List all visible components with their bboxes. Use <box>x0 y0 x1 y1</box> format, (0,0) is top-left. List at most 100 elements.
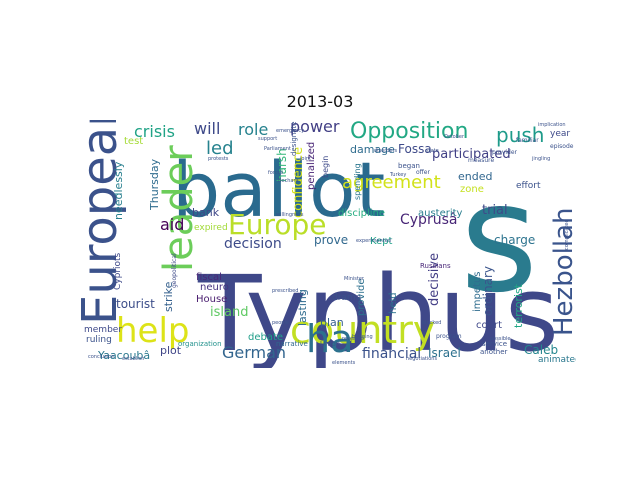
cloud-word: plan <box>320 316 344 329</box>
cloud-word: revealed <box>342 336 364 342</box>
cloud-word: offer <box>416 169 430 176</box>
cloud-word: ballot <box>172 145 385 234</box>
cloud-word: power <box>290 120 340 136</box>
cloud-word: state <box>426 148 439 154</box>
cloud-word: strike <box>162 281 175 312</box>
cloud-word: held <box>388 292 399 314</box>
cloud-word: possible <box>490 336 510 342</box>
cloud-word: debate <box>248 332 283 343</box>
cloud-word: test <box>124 136 143 147</box>
cloud-word: participated <box>432 147 511 162</box>
cloud-word: Union <box>320 340 340 348</box>
cloud-word: Caleb <box>524 343 558 357</box>
cloud-word: establish <box>122 356 144 362</box>
cloud-word: court <box>476 320 502 331</box>
cloud-word: harsh <box>275 148 289 182</box>
cloud-word: Bechara <box>278 178 299 184</box>
cloud-word: disorders <box>374 148 398 154</box>
cloud-word: willingness <box>276 212 304 218</box>
cloud-word: spending <box>353 163 362 200</box>
cloud-word: fiscal <box>196 272 222 283</box>
cloud-word: zone <box>460 184 484 195</box>
cloud-word: island <box>210 305 248 320</box>
cloud-word: European <box>80 120 128 325</box>
cloud-word: designate <box>290 121 298 156</box>
cloud-word: damage <box>350 143 395 156</box>
cloud-word: help <box>116 311 190 351</box>
cloud-word: decisive <box>427 253 442 306</box>
cloud-word: confidence <box>291 147 306 218</box>
cloud-word: Cyprusâ <box>400 212 457 228</box>
cloud-word: Turkey <box>389 172 406 178</box>
cloud-word: plot <box>160 344 182 357</box>
cloud-word: neuro <box>200 282 229 293</box>
cloud-word: geopolitical <box>171 253 178 288</box>
cloud-word: led <box>206 138 234 159</box>
cloud-word: year <box>550 129 570 139</box>
cloud-word: animated <box>538 355 576 365</box>
cloud-word: jingling <box>531 156 550 162</box>
cloud-word: will <box>194 120 220 138</box>
cloud-word: impetus <box>472 272 483 313</box>
cloud-word: tourist <box>116 297 155 311</box>
cloud-word: negotiations <box>406 356 437 362</box>
cloud-word: conclusion <box>88 354 115 360</box>
cloud-word: another <box>480 348 507 356</box>
cloud-word: aid <box>160 215 184 234</box>
cloud-word: Fossa <box>398 142 432 156</box>
cloud-word: Cypriots <box>113 252 123 290</box>
cloud-word: ruling <box>86 335 112 345</box>
cloud-word: austerity <box>418 208 463 219</box>
cloud-word: episode <box>550 143 574 150</box>
cloud-word: crisis <box>134 122 175 141</box>
cloud-word: emergency <box>276 128 304 134</box>
cloud-word: Minister <box>344 276 365 282</box>
cloud-word: prescribed <box>272 288 298 294</box>
cloud-word: s <box>460 152 538 326</box>
cloud-word: begin <box>321 156 330 178</box>
cloud-word: complicated <box>564 219 570 250</box>
cloud-word: narrative <box>276 340 308 348</box>
cloud-word: member <box>84 325 122 335</box>
cloud-word: discipline <box>338 208 385 219</box>
cloud-word: organization <box>178 340 222 348</box>
cloud-word: agreement <box>342 172 441 193</box>
cloud-word: needlessly <box>112 161 125 220</box>
cloud-word: familiar <box>516 137 539 144</box>
cloud-word: Israel <box>428 346 461 360</box>
cloud-word: terrorist <box>512 283 525 328</box>
cloud-word: Hezbollah <box>549 208 576 336</box>
cloud-word: forces <box>268 170 284 176</box>
cloud-word: leader <box>156 145 202 272</box>
cloud-word: October <box>444 134 465 140</box>
cloud-word: experimented <box>356 238 391 244</box>
cloud-word: measure <box>468 157 494 164</box>
cloud-word: Russians <box>420 262 451 270</box>
cloud-word: service <box>482 340 507 348</box>
cloud-word: role <box>238 120 268 139</box>
cloud-word: expired <box>194 223 228 233</box>
cloud-word: bank <box>192 206 220 219</box>
cloud-word: support <box>258 136 277 142</box>
cloud-word: elements <box>332 360 356 366</box>
cloud-word: financial <box>362 346 421 362</box>
cloud-word: ordinary <box>481 266 495 316</box>
cloud-word: provider <box>492 149 518 156</box>
cloud-word: ha <box>306 317 353 361</box>
cloud-word: push <box>496 123 544 147</box>
cloud-word: ended <box>458 170 492 183</box>
cloud-word: charge <box>494 233 535 247</box>
cloud-word: implication <box>538 122 566 128</box>
cloud-word: German <box>222 343 286 362</box>
cloud-word: blocked <box>422 320 441 326</box>
cloud-word: country <box>290 308 435 352</box>
cloud-word: Thursday <box>148 158 161 211</box>
cloud-word: provide <box>356 278 367 316</box>
cloud-word: Typhus <box>197 253 559 368</box>
cloud-word: penalized <box>306 142 317 190</box>
cloud-word: decision <box>224 236 282 252</box>
cloud-word: Kept <box>370 236 393 247</box>
cloud-word: effort <box>516 181 541 191</box>
